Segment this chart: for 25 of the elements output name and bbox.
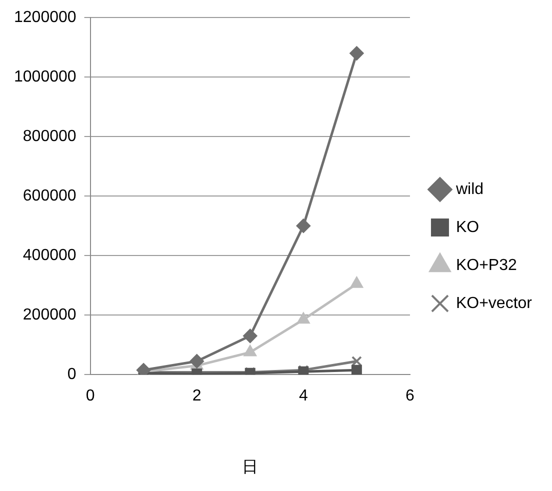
legend-label: KO+P32 (456, 256, 517, 274)
x-tick-label: 6 (406, 388, 415, 405)
x-tick-label: 2 (192, 388, 202, 405)
x-tick-label: 0 (86, 388, 95, 405)
y-tick-label: 400000 (22, 247, 76, 264)
y-tick-label: 1200000 (14, 9, 76, 26)
point (297, 312, 310, 324)
point (243, 328, 258, 343)
point (350, 276, 363, 288)
y-tick-label: 600000 (22, 188, 76, 205)
legend-label: KO+vector (456, 294, 533, 312)
legend-label: KO (456, 218, 480, 236)
y-tick-label: 200000 (22, 306, 76, 324)
x-axis-title: 日 (242, 458, 258, 476)
y-tick-label: 800000 (22, 128, 76, 146)
y-tick-label: 1000000 (14, 68, 76, 86)
point (351, 356, 362, 366)
point (351, 364, 362, 375)
point (244, 345, 256, 356)
point (350, 46, 364, 60)
point (296, 218, 310, 233)
x-tick-label: 4 (298, 388, 308, 405)
point (190, 354, 204, 368)
y-tick-label: 0 (67, 366, 76, 384)
legend-label: wild (454, 180, 484, 198)
